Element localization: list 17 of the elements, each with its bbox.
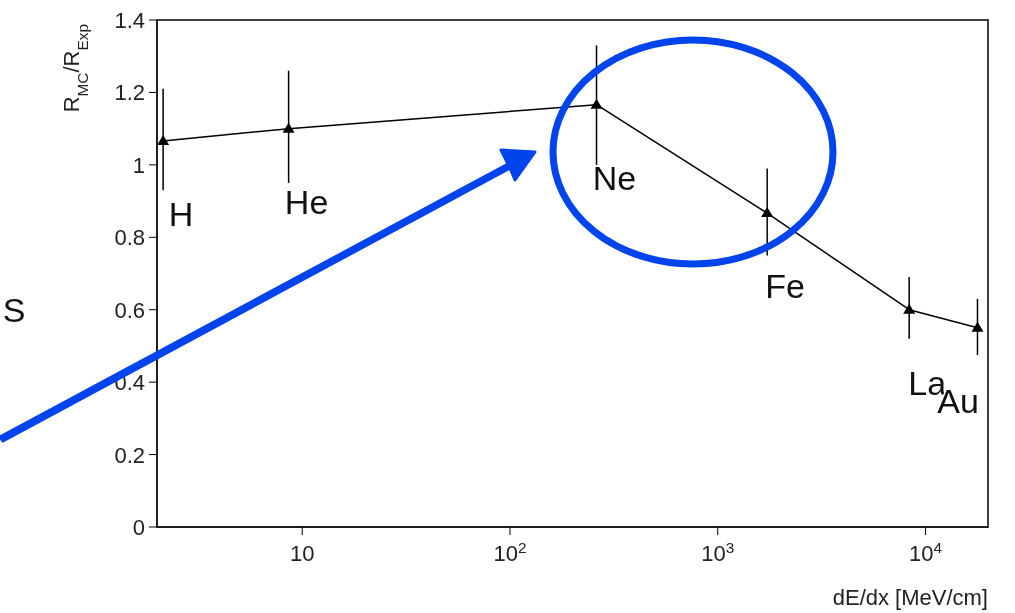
y-tick-label: 0 [132,515,145,540]
y-tick-label: 1 [132,152,145,178]
y-tick-label: 0.8 [114,225,145,251]
y-tick-label: 1.2 [114,80,145,106]
y-tick-label: 0.6 [114,297,145,323]
x-axis-title: dE/dx [MeV/cm] [832,585,988,610]
x-tick-label: 10$^{3}$ [701,538,735,566]
y-tick-label: 1.4 [114,8,145,33]
x-tick-label: 10$^{4}$ [908,538,943,566]
annotation: He [284,182,329,221]
annotation: Fe [765,267,806,306]
x-tick-label: 10$^{2}$ [493,538,527,566]
x-tick-label: 10 [289,541,315,566]
annotation: Ne [592,158,637,197]
text: S [2,291,26,329]
annotation: H [168,194,194,233]
y-tick-label: 0.2 [114,442,145,468]
